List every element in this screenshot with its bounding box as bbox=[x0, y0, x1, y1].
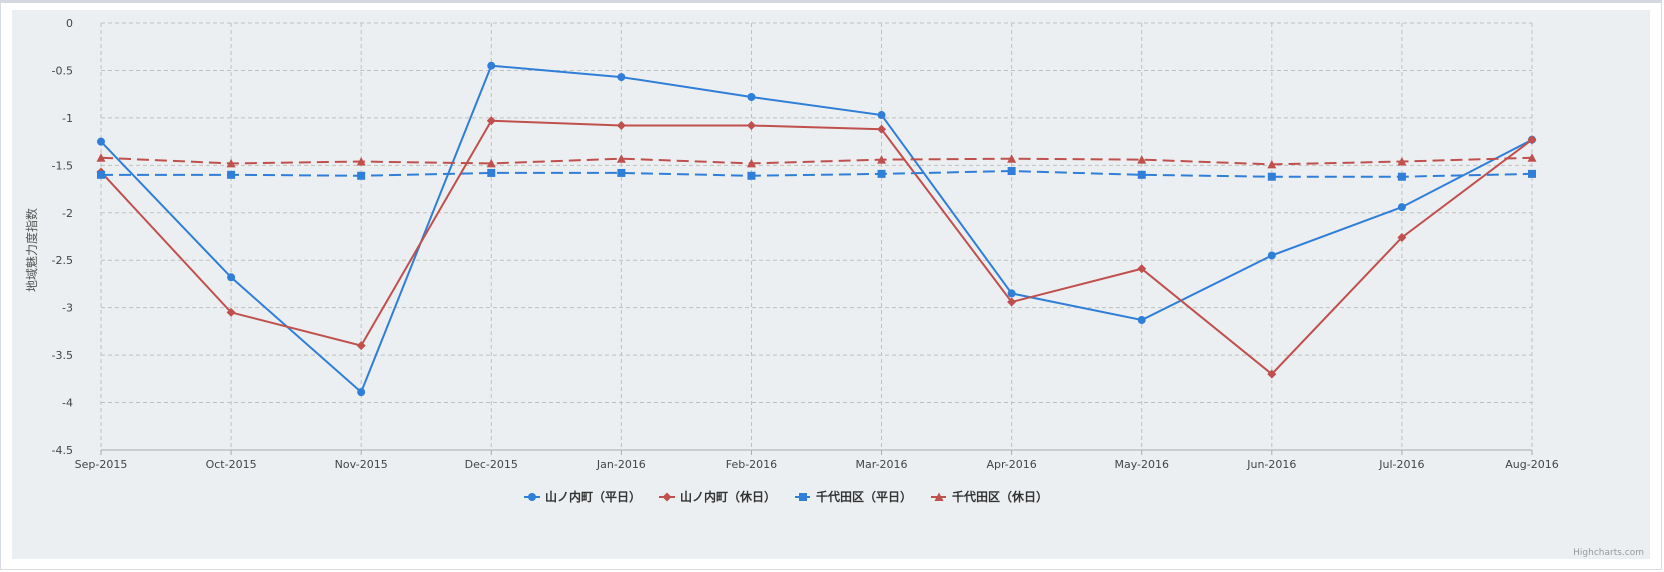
data-point bbox=[877, 169, 886, 178]
data-point bbox=[1137, 170, 1146, 179]
series-line bbox=[100, 156, 1533, 166]
legend-label: 山ノ内町（休日） bbox=[680, 489, 776, 504]
legend-marker bbox=[934, 492, 944, 501]
data-point bbox=[1527, 135, 1537, 145]
grid-lines bbox=[100, 22, 1533, 450]
data-point bbox=[1397, 172, 1406, 181]
data-point bbox=[1528, 169, 1536, 178]
data-point bbox=[1527, 153, 1537, 162]
legend-item-3[interactable]: 千代田区（平日） bbox=[795, 489, 912, 504]
x-tick-label: May-2016 bbox=[1114, 458, 1169, 471]
legend-marker bbox=[528, 493, 536, 501]
y-tick-label: -4 bbox=[62, 397, 73, 410]
data-point bbox=[96, 153, 106, 162]
data-point bbox=[616, 154, 626, 163]
data-point bbox=[877, 111, 886, 120]
series-2 bbox=[96, 116, 1537, 379]
x-tick-label: Jan-2016 bbox=[596, 458, 646, 471]
data-point bbox=[1397, 157, 1407, 166]
data-point bbox=[1397, 203, 1406, 212]
y-tick-label: -1.5 bbox=[52, 159, 73, 172]
x-tick-label: Oct-2015 bbox=[206, 458, 257, 471]
series-4 bbox=[96, 153, 1537, 169]
data-point bbox=[1007, 289, 1016, 298]
credits-link[interactable]: Highcharts.com bbox=[1573, 548, 1644, 558]
data-point bbox=[97, 137, 105, 146]
y-axis-title: 地域魅力度指数 bbox=[24, 208, 39, 292]
series-1 bbox=[97, 61, 1536, 397]
data-point bbox=[1267, 369, 1277, 379]
y-tick-label: -0.5 bbox=[52, 64, 73, 77]
data-point bbox=[747, 171, 756, 180]
data-point bbox=[356, 341, 366, 351]
legend-item-1[interactable]: 山ノ内町（平日） bbox=[524, 489, 641, 504]
series-line bbox=[100, 64, 1533, 394]
data-point bbox=[356, 157, 366, 166]
x-tick-label: Apr-2016 bbox=[986, 458, 1036, 471]
series-line bbox=[101, 170, 1533, 178]
data-point bbox=[877, 155, 887, 164]
data-point bbox=[1007, 297, 1017, 307]
legend-item-4[interactable]: 千代田区（休日） bbox=[931, 489, 1048, 504]
series-line bbox=[100, 119, 1533, 376]
x-tick-label: Jul-2016 bbox=[1378, 458, 1424, 471]
x-tick-labels: Sep-2015 Oct-2015 Nov-2015 Dec-2015 Jan-2016… bbox=[75, 458, 1559, 471]
x-tick-label: Mar-2016 bbox=[856, 458, 908, 471]
x-tick-label: Sep-2015 bbox=[75, 458, 128, 471]
data-point bbox=[1397, 232, 1407, 242]
y-tick-label: -2 bbox=[62, 207, 73, 220]
data-point bbox=[1007, 167, 1016, 176]
legend-item-2[interactable]: 山ノ内町（休日） bbox=[659, 489, 776, 504]
series-group bbox=[96, 61, 1537, 397]
data-point bbox=[486, 158, 496, 168]
x-tick-label: Aug-2016 bbox=[1505, 458, 1558, 471]
data-point bbox=[1137, 155, 1147, 164]
data-point bbox=[877, 124, 887, 134]
data-point bbox=[1267, 251, 1276, 260]
legend-marker bbox=[662, 492, 672, 502]
legend-label: 山ノ内町（平日） bbox=[545, 489, 641, 504]
data-point bbox=[97, 170, 105, 179]
y-tick-label: 0 bbox=[66, 17, 73, 30]
data-point bbox=[617, 73, 626, 82]
data-point bbox=[486, 116, 496, 126]
x-tick-label: Nov-2015 bbox=[335, 458, 388, 471]
data-point bbox=[226, 158, 236, 168]
y-tick-label: -1 bbox=[62, 112, 73, 125]
data-point bbox=[746, 120, 756, 130]
data-point bbox=[1007, 154, 1017, 163]
data-point bbox=[616, 120, 626, 130]
y-tick-label: -3.5 bbox=[52, 349, 73, 362]
data-point bbox=[227, 170, 236, 179]
legend[interactable]: 山ノ内町（平日） 山ノ内町（休日） 千代田区（平日） 千代田区（休日） bbox=[524, 489, 1048, 504]
x-tick-label: Dec-2015 bbox=[465, 458, 518, 471]
data-point bbox=[747, 93, 756, 102]
data-point bbox=[357, 171, 366, 180]
chart-background bbox=[12, 10, 1650, 559]
y-tick-label: -3 bbox=[62, 302, 73, 315]
data-point bbox=[1137, 316, 1146, 325]
data-point bbox=[487, 61, 496, 70]
axes bbox=[100, 449, 1533, 455]
y-tick-label: -4.5 bbox=[52, 444, 73, 457]
series-3 bbox=[97, 167, 1536, 181]
data-point bbox=[226, 307, 236, 317]
y-tick-label: -2.5 bbox=[52, 254, 73, 267]
data-point bbox=[1137, 264, 1147, 274]
legend-marker bbox=[799, 493, 807, 501]
data-point bbox=[357, 388, 366, 397]
data-point bbox=[617, 168, 626, 177]
data-point bbox=[1267, 172, 1276, 181]
data-point bbox=[746, 158, 756, 168]
data-point bbox=[487, 168, 496, 177]
x-tick-label: Feb-2016 bbox=[726, 458, 777, 471]
legend-label: 千代田区（休日） bbox=[952, 489, 1048, 504]
data-point bbox=[1267, 159, 1277, 169]
legend-label: 千代田区（平日） bbox=[816, 489, 912, 504]
x-tick-label: Jun-2016 bbox=[1246, 458, 1296, 471]
data-point bbox=[227, 273, 236, 282]
y-tick-labels: 0 -0.5 -1 -1.5 -2 -2.5 -3 -3.5 -4 -4.5 bbox=[52, 17, 73, 457]
